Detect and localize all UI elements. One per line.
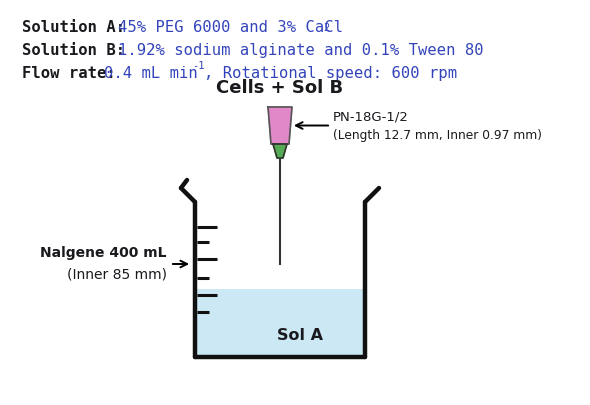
Text: (Length 12.7 mm, Inner 0.97 mm): (Length 12.7 mm, Inner 0.97 mm) [333,128,542,141]
Polygon shape [268,107,292,144]
Text: 2: 2 [323,23,329,33]
Text: Solution B:: Solution B: [22,43,135,58]
Text: -1: -1 [192,61,205,71]
Text: 1.92% sodium alginate and 0.1% Tween 80: 1.92% sodium alginate and 0.1% Tween 80 [118,43,484,58]
Text: Cells + Sol B: Cells + Sol B [217,79,343,97]
Text: 0.4 mL min: 0.4 mL min [104,66,198,81]
Text: 45% PEG 6000 and 3% CaCl: 45% PEG 6000 and 3% CaCl [118,20,343,35]
Text: Solution A:: Solution A: [22,20,135,35]
Bar [195,289,365,357]
Text: , Rotational speed: 600 rpm: , Rotational speed: 600 rpm [204,66,457,81]
Text: PN-18G-1/2: PN-18G-1/2 [333,111,409,124]
Text: Nalgene 400 mL: Nalgene 400 mL [41,246,167,260]
Polygon shape [273,144,287,158]
Text: Sol A: Sol A [277,328,323,343]
Text: (Inner 85 mm): (Inner 85 mm) [67,268,167,282]
Text: Flow rate:: Flow rate: [22,66,125,81]
